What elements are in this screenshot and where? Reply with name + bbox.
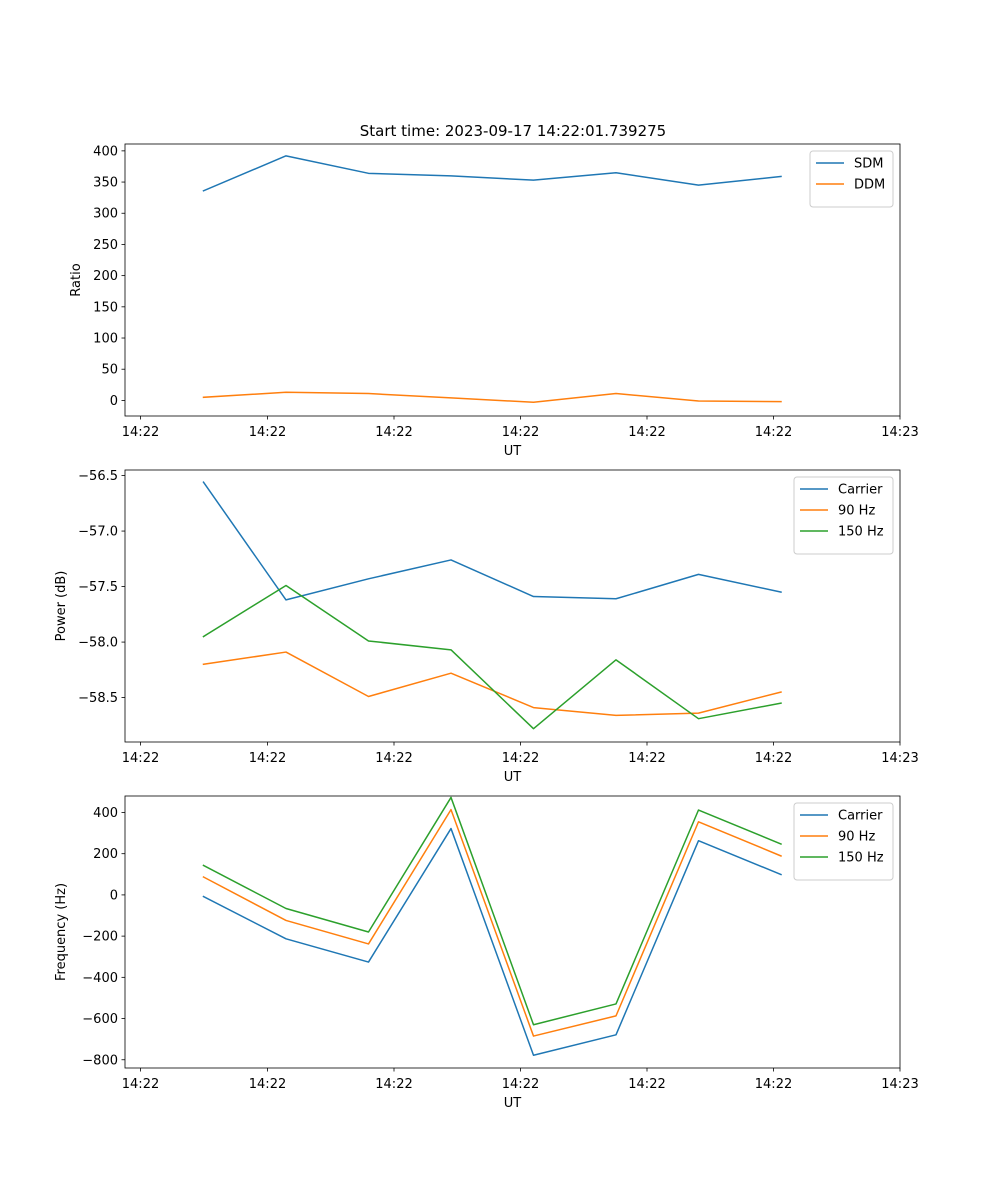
legend-label: 150 Hz bbox=[838, 851, 884, 866]
y-axis-label: Ratio bbox=[69, 263, 84, 296]
y-tick-label: −800 bbox=[82, 1053, 118, 1068]
y-tick-label: −58.5 bbox=[78, 691, 118, 706]
legend-label: SDM bbox=[854, 157, 883, 172]
x-tick-label: 14:22 bbox=[755, 1077, 792, 1092]
y-tick-label: −400 bbox=[82, 971, 118, 986]
plot-frame bbox=[124, 143, 901, 417]
x-tick-label: 14:22 bbox=[249, 425, 286, 440]
y-tick-label: 400 bbox=[93, 806, 118, 821]
series-line-carrier bbox=[202, 481, 782, 601]
y-tick-label: 50 bbox=[101, 363, 118, 378]
x-tick-label: 14:22 bbox=[502, 751, 539, 766]
legend-box bbox=[793, 802, 894, 881]
y-axis-label: Power (dB) bbox=[54, 571, 69, 642]
legend-box bbox=[793, 476, 894, 555]
legend-box bbox=[809, 150, 894, 208]
chart-panel-1: 0 50 100 150 200 250 300 350 400 14:22 14:22 14:22 1… bbox=[69, 143, 919, 459]
x-tick-label: 14:22 bbox=[502, 425, 539, 440]
legend: Carrier 90 Hz 150 Hz bbox=[793, 802, 894, 881]
x-tick-label: 14:22 bbox=[755, 751, 792, 766]
series-line-ddm bbox=[202, 391, 782, 404]
plot-frame bbox=[124, 469, 901, 743]
x-tick-label: 14:22 bbox=[628, 425, 665, 440]
series-line-sdm bbox=[202, 155, 782, 192]
figure-title: Start time: 2023-09-17 14:22:01.739275 bbox=[360, 122, 666, 140]
legend: SDM DDM bbox=[809, 150, 894, 208]
y-tick-label: −56.5 bbox=[78, 469, 118, 484]
legend-label: 90 Hz bbox=[838, 504, 875, 519]
x-axis-label: UT bbox=[504, 1096, 522, 1111]
legend-label: 150 Hz bbox=[838, 525, 884, 540]
y-tick-label: 150 bbox=[93, 300, 118, 315]
y-tick-label: 0 bbox=[110, 394, 118, 409]
x-tick-label: 14:22 bbox=[249, 751, 286, 766]
x-tick-label: 14:22 bbox=[122, 751, 159, 766]
legend-label: 90 Hz bbox=[838, 830, 875, 845]
chart-panel-3: −800 −600 −400 −200 0 200 400 14:22 14:22 14:22 14… bbox=[54, 795, 919, 1111]
x-axis-label: UT bbox=[504, 444, 522, 459]
y-tick-label: 300 bbox=[93, 207, 118, 222]
series-line-90-hz bbox=[202, 651, 782, 717]
legend-label: Carrier bbox=[838, 483, 883, 498]
legend-label: DDM bbox=[854, 178, 885, 193]
y-tick-label: 100 bbox=[93, 332, 118, 347]
x-tick-label: 14:22 bbox=[628, 751, 665, 766]
x-tick-label: 14:22 bbox=[502, 1077, 539, 1092]
legend: Carrier 90 Hz 150 Hz bbox=[793, 476, 894, 555]
y-axis-label: Frequency (Hz) bbox=[54, 883, 69, 981]
series-line-150-hz bbox=[202, 584, 782, 730]
x-tick-label: 14:23 bbox=[881, 425, 918, 440]
y-tick-label: 0 bbox=[110, 888, 118, 903]
y-tick-label: −57.0 bbox=[78, 525, 118, 540]
x-tick-label: 14:22 bbox=[375, 425, 412, 440]
y-tick-label: 200 bbox=[93, 847, 118, 862]
series-line-90-hz bbox=[202, 808, 782, 1037]
x-tick-label: 14:23 bbox=[881, 751, 918, 766]
y-tick-label: 250 bbox=[93, 238, 118, 253]
x-tick-label: 14:22 bbox=[375, 751, 412, 766]
y-tick-label: −200 bbox=[82, 930, 118, 945]
plot-frame bbox=[124, 795, 901, 1069]
series-line-150-hz bbox=[202, 796, 782, 1026]
y-tick-label: −57.5 bbox=[78, 580, 118, 595]
x-tick-label: 14:22 bbox=[628, 1077, 665, 1092]
legend-label: Carrier bbox=[838, 809, 883, 824]
x-tick-label: 14:22 bbox=[122, 425, 159, 440]
chart-panel-2: −56.5 −57.0 −57.5 −58.0 −58.5 14:22 14:22 14:22… bbox=[54, 469, 919, 785]
y-tick-label: −600 bbox=[82, 1012, 118, 1027]
x-tick-label: 14:22 bbox=[122, 1077, 159, 1092]
x-tick-label: 14:22 bbox=[755, 425, 792, 440]
y-tick-label: 350 bbox=[93, 176, 118, 191]
series-line-carrier bbox=[202, 827, 782, 1056]
x-tick-label: 14:22 bbox=[249, 1077, 286, 1092]
x-tick-label: 14:23 bbox=[881, 1077, 918, 1092]
y-tick-label: 400 bbox=[93, 144, 118, 159]
x-tick-label: 14:22 bbox=[375, 1077, 412, 1092]
x-axis-label: UT bbox=[504, 770, 522, 785]
y-tick-label: −58.0 bbox=[78, 636, 118, 651]
y-tick-label: 200 bbox=[93, 269, 118, 284]
